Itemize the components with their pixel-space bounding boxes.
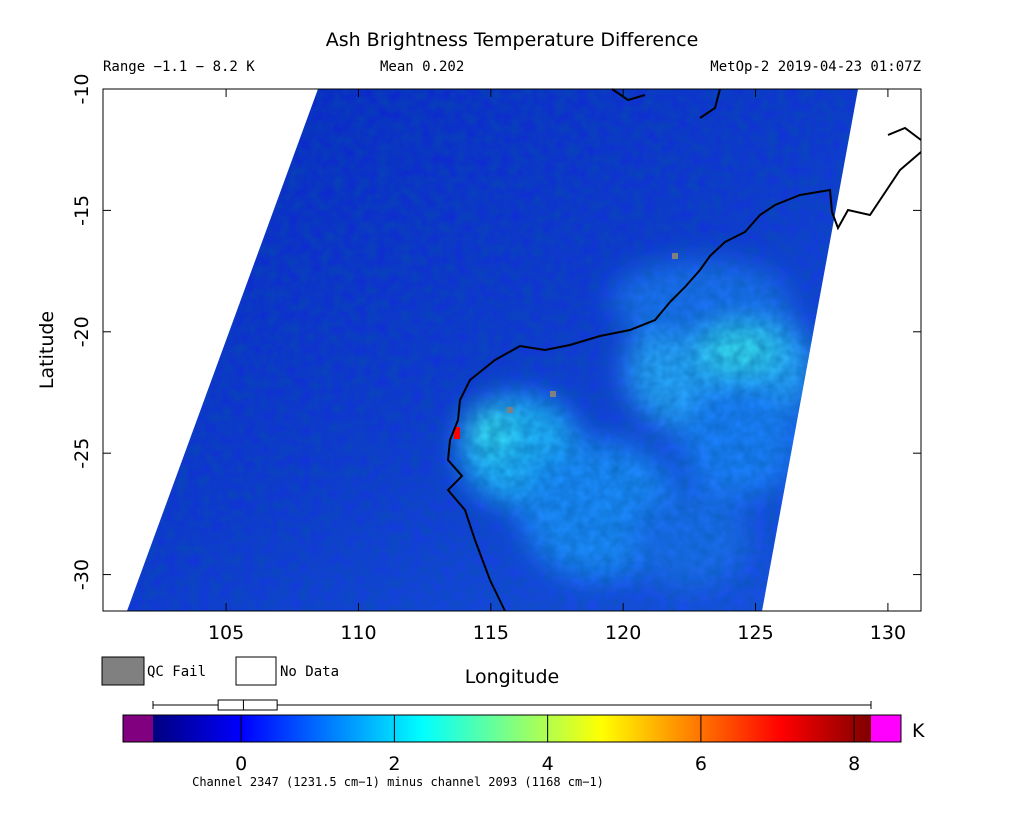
y-tick-label: -30 (71, 559, 93, 590)
y-tick-label: -20 (71, 316, 93, 347)
x-tick-label: 110 (340, 622, 376, 644)
y-tick-label: -25 (71, 438, 93, 469)
x-tick-label: 130 (870, 622, 906, 644)
legend-swatch (235, 656, 277, 686)
coastline (446, 88, 922, 612)
x-tick-label: 115 (473, 622, 509, 644)
qc-fail-pixel (672, 253, 678, 259)
colorbar-unit: K (912, 720, 925, 742)
y-tick-label: -15 (71, 195, 93, 226)
colorbar-over (871, 715, 901, 742)
satellite-label: MetOp-2 2019-04-23 01:07Z (710, 59, 921, 75)
colorbar-tick-label: 0 (235, 753, 247, 775)
chart-title: Ash Brightness Temperature Difference (326, 29, 699, 51)
legend-swatch (101, 656, 145, 686)
colorbar-frame (122, 714, 902, 743)
mean-label: Mean 0.202 (380, 59, 464, 75)
qc-fail-pixel (550, 391, 556, 397)
qc-fail-pixel (507, 407, 513, 413)
x-tick-label: 125 (737, 622, 773, 644)
y-axis-label: Latitude (36, 311, 58, 389)
colorbar-body (153, 715, 871, 742)
colorbar-tick-label: 6 (695, 753, 707, 775)
legend-label: QC Fail (147, 664, 206, 680)
colorbar-caption: Channel 2347 (1231.5 cm−1) minus channel… (192, 775, 604, 789)
y-tick-label: -10 (71, 73, 93, 104)
colorbar: 0 2 4 6 8 (122, 699, 902, 775)
hot-pixel (454, 427, 460, 439)
colorbar-tick-label: 8 (848, 753, 860, 775)
range-label: Range −1.1 − 8.2 K (103, 59, 255, 75)
colorbar-under (123, 715, 153, 742)
legend-label: No Data (280, 664, 339, 680)
colorbar-tick-label: 4 (542, 753, 554, 775)
axes: 105 110 115 120 125 130 -10 -15 -20 -25 -30 (71, 73, 921, 644)
x-axis-label: Longitude (465, 666, 560, 688)
x-tick-label: 105 (208, 622, 244, 644)
x-tick-label: 120 (605, 622, 641, 644)
box-body (217, 699, 278, 711)
plot-frame (102, 88, 922, 612)
colorbar-tick-label: 2 (388, 753, 400, 775)
